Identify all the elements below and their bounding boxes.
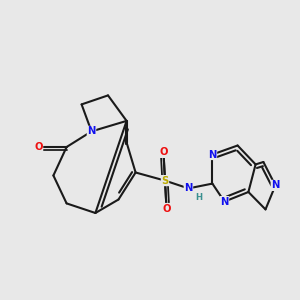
Text: N: N <box>271 180 280 190</box>
Text: O: O <box>159 147 168 158</box>
Text: S: S <box>161 176 169 186</box>
Text: N: N <box>208 149 217 160</box>
Text: N: N <box>87 126 96 136</box>
Text: H: H <box>195 193 202 202</box>
Text: O: O <box>162 203 171 214</box>
Text: N: N <box>220 196 229 207</box>
Text: N: N <box>184 183 193 194</box>
Text: O: O <box>34 142 43 152</box>
